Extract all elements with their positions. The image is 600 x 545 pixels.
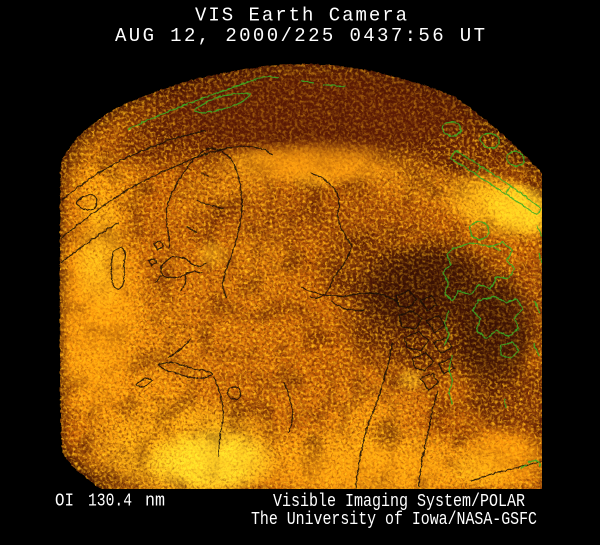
- svg-text:OI: OI: [55, 491, 74, 512]
- svg-text:VIS Earth Camera: VIS Earth Camera: [195, 5, 407, 27]
- svg-text:130.4: 130.4: [88, 491, 132, 512]
- svg-text:Visible Imaging System/POLAR: Visible Imaging System/POLAR: [273, 491, 525, 512]
- svg-text:nm: nm: [145, 491, 165, 512]
- svg-text:AUG 12, 2000/225 0437:56 UT: AUG 12, 2000/225 0437:56 UT: [115, 25, 485, 47]
- svg-text:The University of Iowa/NASA-GS: The University of Iowa/NASA-GSFC: [251, 509, 537, 530]
